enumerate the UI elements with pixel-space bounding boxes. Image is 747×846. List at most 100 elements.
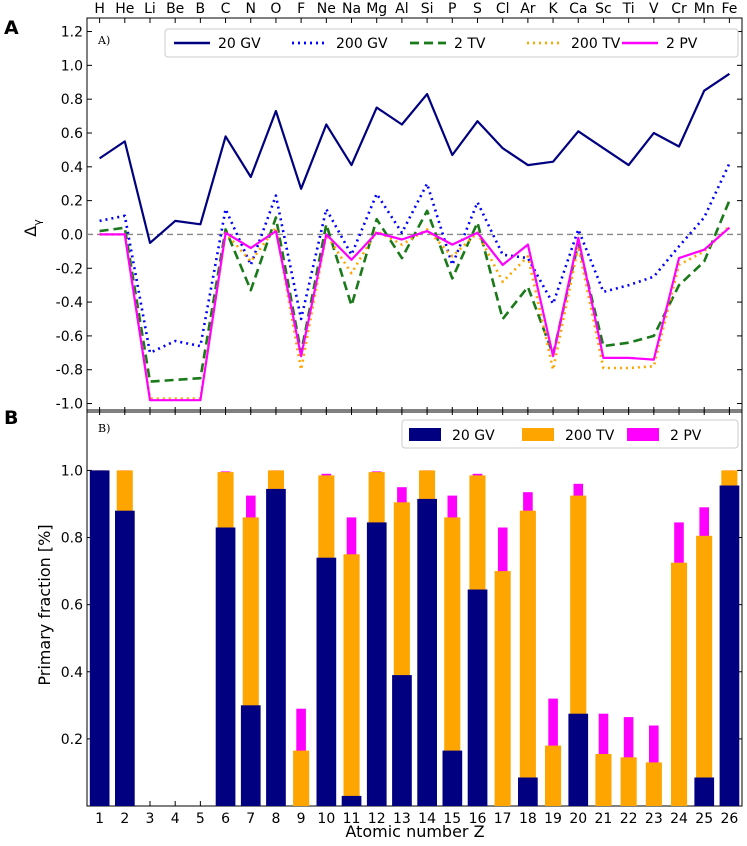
legend-b-label-0: 20 GV: [452, 428, 495, 444]
element-label-si: Si: [421, 1, 434, 17]
bar-20gv-z16: [467, 589, 488, 806]
panel-b-bars: [89, 470, 740, 806]
bar-20gv-z14: [417, 498, 437, 806]
panel-b-xlabel: Atomic number Z: [345, 822, 484, 841]
ytick-label: -0.6: [56, 329, 83, 345]
panel-a-frame: [86, 17, 743, 413]
bar-200tv-z25: [696, 535, 713, 806]
ytick-label: 0.6: [61, 126, 83, 142]
legend-b-label-1: 200 TV: [565, 428, 615, 444]
bar-20gv-z11: [341, 795, 362, 806]
panel-b-axes: 1.00.80.60.40.21 2 3 4 5 6 7 8 9 10 11 12 13 14 15 16 17…: [61, 409, 743, 827]
xtick-label: 26: [720, 811, 738, 827]
bar-20gv-z12: [366, 522, 387, 806]
element-label-k: K: [548, 1, 558, 17]
element-label-ne: Ne: [317, 1, 336, 17]
legend-a-label-1: 200 GV: [336, 36, 388, 52]
element-label-v: V: [649, 1, 659, 17]
xtick-label: 2: [120, 811, 129, 827]
ylabel-gamma-subscript: γ: [31, 219, 44, 226]
legend-b-swatch-1: [522, 428, 554, 441]
series-line-2tv: [99, 200, 731, 383]
element-label-li: Li: [144, 1, 156, 17]
ytick-label: -1.0: [56, 397, 83, 413]
legend-b-swatch-2: [627, 428, 659, 441]
ytick-label: 0.4: [61, 160, 83, 176]
panel-a-ylabel: Δγ: [21, 219, 44, 237]
panel-a-series: [98, 72, 731, 402]
element-label-ti: Ti: [622, 1, 635, 17]
series-line-200gv: [99, 162, 731, 355]
panel-b-ylabel: Primary fraction [%]: [35, 524, 54, 685]
bar-20gv-z18: [518, 777, 538, 806]
legend-a-label-3: 200 TV: [571, 36, 621, 52]
bar-200tv-z21: [595, 754, 612, 806]
bar-20gv-z20: [568, 713, 589, 806]
xtick-label: 23: [645, 811, 663, 827]
panel-b-legend: 20 GV 200 TV 2 PV: [401, 419, 739, 449]
panel-b-label: B: [4, 407, 18, 429]
element-label-ca: Ca: [569, 1, 587, 17]
legend-b-label-2: 2 PV: [670, 428, 702, 444]
series-line-20gv: [98, 72, 731, 244]
bar-20gv-z7: [240, 705, 261, 806]
bar-200tv-z22: [620, 757, 637, 806]
element-label-al: Al: [395, 1, 408, 17]
bar-200tv-z11: [343, 554, 360, 806]
element-label-c: C: [221, 1, 231, 17]
xtick-label: 16: [469, 811, 487, 827]
ytick-label: -0.4: [56, 295, 83, 311]
ytick-label: 1.0: [61, 58, 83, 74]
series-line-200tv: [99, 225, 731, 400]
xtick-label: 24: [670, 811, 688, 827]
ytick-label: 1.0: [61, 463, 83, 479]
ytick-label: 0.6: [61, 598, 83, 614]
bar-20gv-z25: [694, 777, 715, 806]
bar-20gv-z26: [719, 485, 740, 806]
xtick-label: 18: [519, 811, 537, 827]
ytick-label: -0.8: [56, 363, 83, 379]
bar-200tv-z15: [444, 517, 461, 806]
bar-200tv-z18: [519, 510, 536, 806]
bar-20gv-z6: [215, 527, 236, 806]
element-label-be: Be: [166, 1, 184, 17]
xtick-label: 17: [494, 811, 512, 827]
element-label-p: P: [448, 1, 456, 17]
element-label-fe: Fe: [721, 1, 737, 17]
xtick-label: 5: [196, 811, 205, 827]
xtick-label: 20: [569, 811, 587, 827]
xtick-label: 11: [343, 811, 361, 827]
element-label-cr: Cr: [671, 1, 687, 17]
bar-200tv-z24: [671, 562, 688, 806]
element-label-s: S: [473, 1, 482, 17]
panel-a-axes: 1.2 1.0 0.8 0.6 0.4 0.2 0.0 -0.2 -0.4 -0.6 -0.8 -1.…: [56, 17, 743, 413]
bar-20gv-z15: [442, 750, 463, 806]
ytick-label: -0.2: [56, 261, 83, 277]
bar-20gv-z8: [266, 488, 286, 806]
series-line-2pv: [99, 226, 731, 402]
ytick-label: 0.0: [61, 227, 83, 243]
bar-20gv-z13: [392, 675, 412, 806]
xtick-label: 19: [544, 811, 562, 827]
xtick-label: 14: [418, 811, 436, 827]
xtick-label: 9: [297, 811, 306, 827]
legend-a-label-2: 2 TV: [454, 36, 486, 52]
panel-b-subplot-label: B): [98, 422, 110, 435]
ytick-label: 0.2: [61, 194, 83, 210]
ytick-label: 0.4: [61, 665, 83, 681]
element-label-n: N: [246, 1, 256, 17]
bar-20gv-z2: [115, 510, 135, 806]
element-label-mn: Mn: [694, 1, 715, 17]
element-label-h: H: [94, 1, 105, 17]
element-label-na: Na: [342, 1, 361, 17]
xtick-label: 6: [221, 811, 230, 827]
panel-a-subplot-label: A): [97, 34, 110, 47]
legend-a-label-0: 20 GV: [218, 36, 261, 52]
element-label-mg: Mg: [366, 1, 387, 17]
bar-200tv-z9: [293, 750, 310, 806]
element-label-f: F: [297, 1, 305, 17]
xtick-label: 1: [95, 811, 104, 827]
xtick-label: 12: [368, 811, 386, 827]
ylabel-delta: Δ: [21, 226, 40, 237]
